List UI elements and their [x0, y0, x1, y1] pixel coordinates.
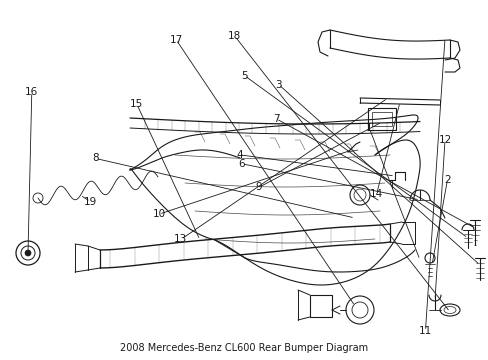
Text: 18: 18: [227, 31, 241, 41]
Bar: [367, 108, 395, 130]
Bar: [371, 112, 391, 126]
Text: 11: 11: [418, 326, 431, 336]
Text: 19: 19: [83, 197, 97, 207]
Text: 13: 13: [174, 234, 187, 244]
Text: 14: 14: [369, 189, 383, 199]
Text: 1: 1: [365, 123, 372, 133]
Text: 5: 5: [241, 71, 247, 81]
Text: 2008 Mercedes-Benz CL600 Rear Bumper Diagram: 2008 Mercedes-Benz CL600 Rear Bumper Dia…: [120, 343, 368, 353]
Bar: [309, 295, 331, 317]
Text: 3: 3: [275, 80, 282, 90]
Text: 10: 10: [152, 209, 165, 219]
Text: 9: 9: [255, 182, 262, 192]
Text: 15: 15: [130, 99, 143, 109]
Text: 17: 17: [169, 35, 183, 45]
Text: 12: 12: [437, 135, 451, 145]
Text: 6: 6: [238, 159, 245, 169]
Text: 16: 16: [25, 87, 39, 97]
Circle shape: [25, 250, 31, 256]
Text: 2: 2: [443, 175, 450, 185]
Text: 7: 7: [272, 114, 279, 124]
Text: 4: 4: [236, 150, 243, 160]
Text: 8: 8: [92, 153, 99, 163]
